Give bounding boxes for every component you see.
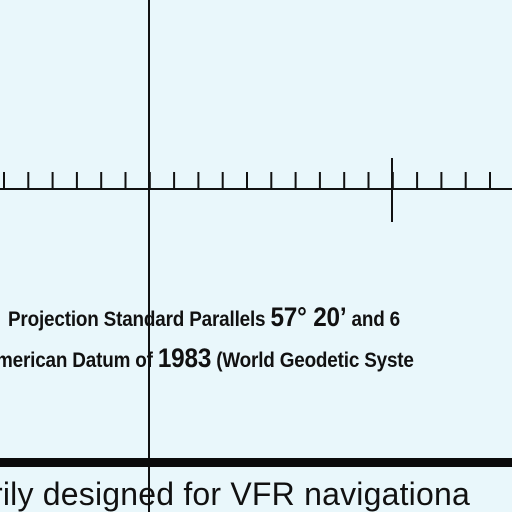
legend-line-projection: Projection Standard Parallels 57° 20’ an…	[8, 302, 469, 333]
legend-parallel-value: 57° 20’	[270, 302, 347, 332]
legend-datum-suffix: (World Geodetic Syste	[211, 349, 414, 372]
legend-projection-suffix: and 6	[346, 308, 401, 331]
scale-ticks	[3, 158, 491, 222]
footer-note: rily designed for VFR navigationa	[0, 476, 470, 512]
legend-datum-text: merican Datum of	[0, 349, 158, 372]
legend-datum-year: 1983	[157, 343, 212, 373]
legend-projection-text: Projection Standard Parallels	[8, 308, 271, 331]
heavy-divider-rule	[0, 458, 512, 467]
legend-line-datum: merican Datum of 1983 (World Geodetic Sy…	[0, 343, 457, 374]
